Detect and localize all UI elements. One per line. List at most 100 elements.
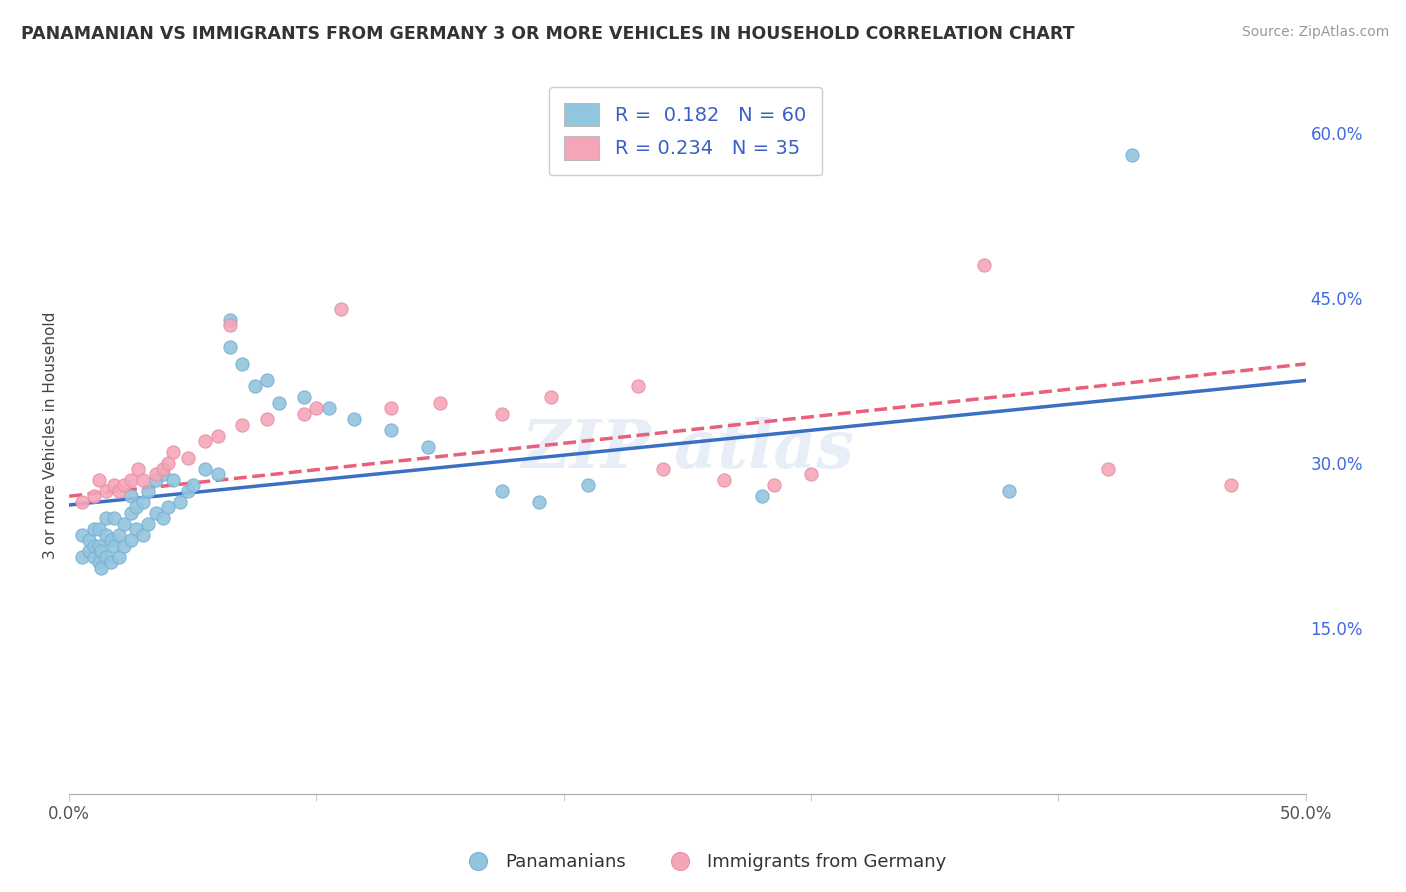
Point	[107, 527, 129, 541]
Point	[132, 473, 155, 487]
Point	[112, 478, 135, 492]
Point	[651, 461, 673, 475]
Y-axis label: 3 or more Vehicles in Household: 3 or more Vehicles in Household	[44, 312, 58, 559]
Point	[87, 555, 110, 569]
Point	[416, 440, 439, 454]
Point	[120, 533, 142, 548]
Point	[83, 489, 105, 503]
Point	[491, 407, 513, 421]
Point	[1121, 147, 1143, 161]
Text: Source: ZipAtlas.com: Source: ZipAtlas.com	[1241, 25, 1389, 39]
Point	[87, 522, 110, 536]
Point	[77, 544, 100, 558]
Point	[627, 379, 650, 393]
Point	[152, 467, 174, 482]
Point	[103, 539, 125, 553]
Point	[177, 450, 200, 465]
Legend: R =  0.182   N = 60, R = 0.234   N = 35: R = 0.182 N = 60, R = 0.234 N = 35	[548, 87, 821, 176]
Point	[219, 340, 242, 354]
Point	[162, 473, 184, 487]
Point	[90, 561, 112, 575]
Point	[145, 467, 167, 482]
Point	[231, 357, 253, 371]
Point	[103, 511, 125, 525]
Point	[100, 555, 122, 569]
Point	[103, 478, 125, 492]
Point	[157, 500, 180, 515]
Legend: Panamanians, Immigrants from Germany: Panamanians, Immigrants from Germany	[453, 847, 953, 879]
Point	[145, 506, 167, 520]
Point	[181, 478, 204, 492]
Point	[70, 549, 93, 564]
Point	[96, 511, 118, 525]
Point	[138, 516, 160, 531]
Point	[751, 489, 773, 503]
Text: PANAMANIAN VS IMMIGRANTS FROM GERMANY 3 OR MORE VEHICLES IN HOUSEHOLD CORRELATIO: PANAMANIAN VS IMMIGRANTS FROM GERMANY 3 …	[21, 25, 1074, 43]
Point	[256, 412, 278, 426]
Point	[127, 461, 149, 475]
Point	[292, 407, 315, 421]
Point	[342, 412, 364, 426]
Point	[152, 511, 174, 525]
Point	[152, 461, 174, 475]
Point	[125, 500, 148, 515]
Point	[330, 301, 353, 316]
Point	[207, 467, 229, 482]
Point	[169, 494, 191, 508]
Point	[145, 473, 167, 487]
Point	[162, 445, 184, 459]
Point	[231, 417, 253, 432]
Point	[973, 258, 995, 272]
Point	[194, 434, 217, 448]
Point	[491, 483, 513, 498]
Point	[1097, 461, 1119, 475]
Point	[207, 428, 229, 442]
Point	[90, 544, 112, 558]
Point	[305, 401, 328, 415]
Point	[96, 549, 118, 564]
Point	[87, 539, 110, 553]
Point	[120, 473, 142, 487]
Point	[138, 483, 160, 498]
Point	[713, 473, 735, 487]
Point	[157, 456, 180, 470]
Point	[380, 401, 402, 415]
Point	[132, 494, 155, 508]
Point	[70, 527, 93, 541]
Point	[100, 533, 122, 548]
Point	[800, 467, 823, 482]
Point	[318, 401, 340, 415]
Point	[429, 395, 451, 409]
Point	[578, 478, 600, 492]
Point	[998, 483, 1021, 498]
Point	[256, 374, 278, 388]
Point	[120, 489, 142, 503]
Point	[107, 549, 129, 564]
Point	[96, 483, 118, 498]
Point	[70, 494, 93, 508]
Point	[132, 527, 155, 541]
Point	[219, 313, 242, 327]
Point	[527, 494, 550, 508]
Point	[120, 506, 142, 520]
Point	[1220, 478, 1243, 492]
Point	[83, 522, 105, 536]
Text: ZIP atlas: ZIP atlas	[522, 417, 853, 483]
Point	[194, 461, 217, 475]
Point	[219, 318, 242, 333]
Point	[112, 516, 135, 531]
Point	[292, 390, 315, 404]
Point	[380, 423, 402, 437]
Point	[87, 473, 110, 487]
Point	[83, 549, 105, 564]
Point	[243, 379, 266, 393]
Point	[762, 478, 785, 492]
Point	[112, 539, 135, 553]
Point	[177, 483, 200, 498]
Point	[77, 533, 100, 548]
Point	[107, 483, 129, 498]
Point	[83, 539, 105, 553]
Point	[125, 522, 148, 536]
Point	[269, 395, 291, 409]
Point	[540, 390, 562, 404]
